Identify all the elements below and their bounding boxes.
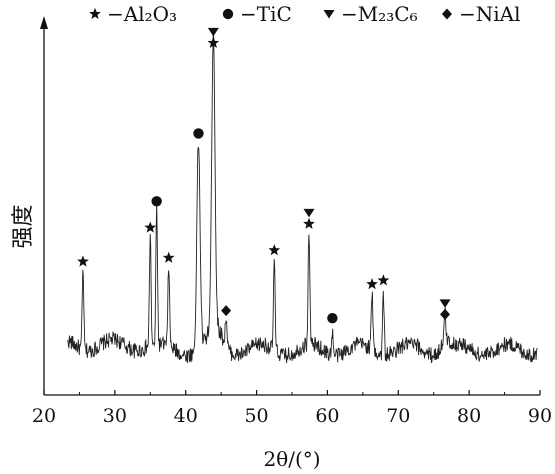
x-tick-label: 80	[457, 405, 481, 427]
x-axis-label: 2θ/(°)	[263, 447, 320, 471]
legend-symbol-circle	[222, 8, 234, 20]
peak-marker-star	[144, 221, 157, 233]
x-tick-label: 40	[174, 405, 198, 427]
peak-marker-star	[268, 244, 281, 256]
legend-label: −Al₂O₃	[107, 2, 177, 26]
peak-marker-star	[207, 36, 220, 48]
x-tick-label: 90	[528, 405, 552, 427]
legend-label: −NiAl	[459, 2, 521, 26]
peak-marker-star	[77, 255, 89, 267]
peak-marker-diamond	[221, 305, 232, 317]
legend-symbol-star	[89, 7, 101, 20]
legend-symbol-diamond	[442, 8, 452, 20]
x-tick-label: 60	[315, 405, 339, 427]
x-tick-label: 70	[386, 405, 410, 427]
peak-marker-circle	[151, 196, 162, 207]
peak-marker-circle	[327, 312, 338, 324]
peak-marker-circle	[193, 128, 204, 139]
peak-marker-star	[377, 274, 390, 286]
x-tick-label: 50	[244, 405, 268, 427]
legend-label: −TiC	[240, 2, 292, 26]
y-axis-label: 强度	[11, 204, 36, 248]
y-axis-arrow	[40, 16, 48, 29]
peak-marker-star	[303, 217, 315, 229]
legend-label: −M₂₃C₆	[341, 2, 418, 26]
x-tick-label: 30	[103, 405, 127, 427]
peak-marker-star	[366, 278, 378, 290]
peak-marker-triangle-down	[207, 27, 219, 37]
peak-marker-star	[162, 251, 175, 263]
peak-marker-triangle-down	[303, 208, 315, 218]
legend: −Al₂O₃ −TiC −M₂₃C₆ −NiAl	[89, 2, 521, 26]
x-ticks: 20 30 40 50 60 70 80 90	[32, 390, 552, 427]
peak-markers	[77, 27, 451, 324]
legend-symbol-triangle-down	[323, 10, 335, 19]
peak-marker-triangle-down	[439, 299, 451, 308]
peak-marker-diamond	[440, 308, 451, 320]
xrd-pattern	[67, 32, 538, 364]
x-tick-label: 20	[32, 405, 56, 427]
xrd-line	[67, 32, 538, 364]
